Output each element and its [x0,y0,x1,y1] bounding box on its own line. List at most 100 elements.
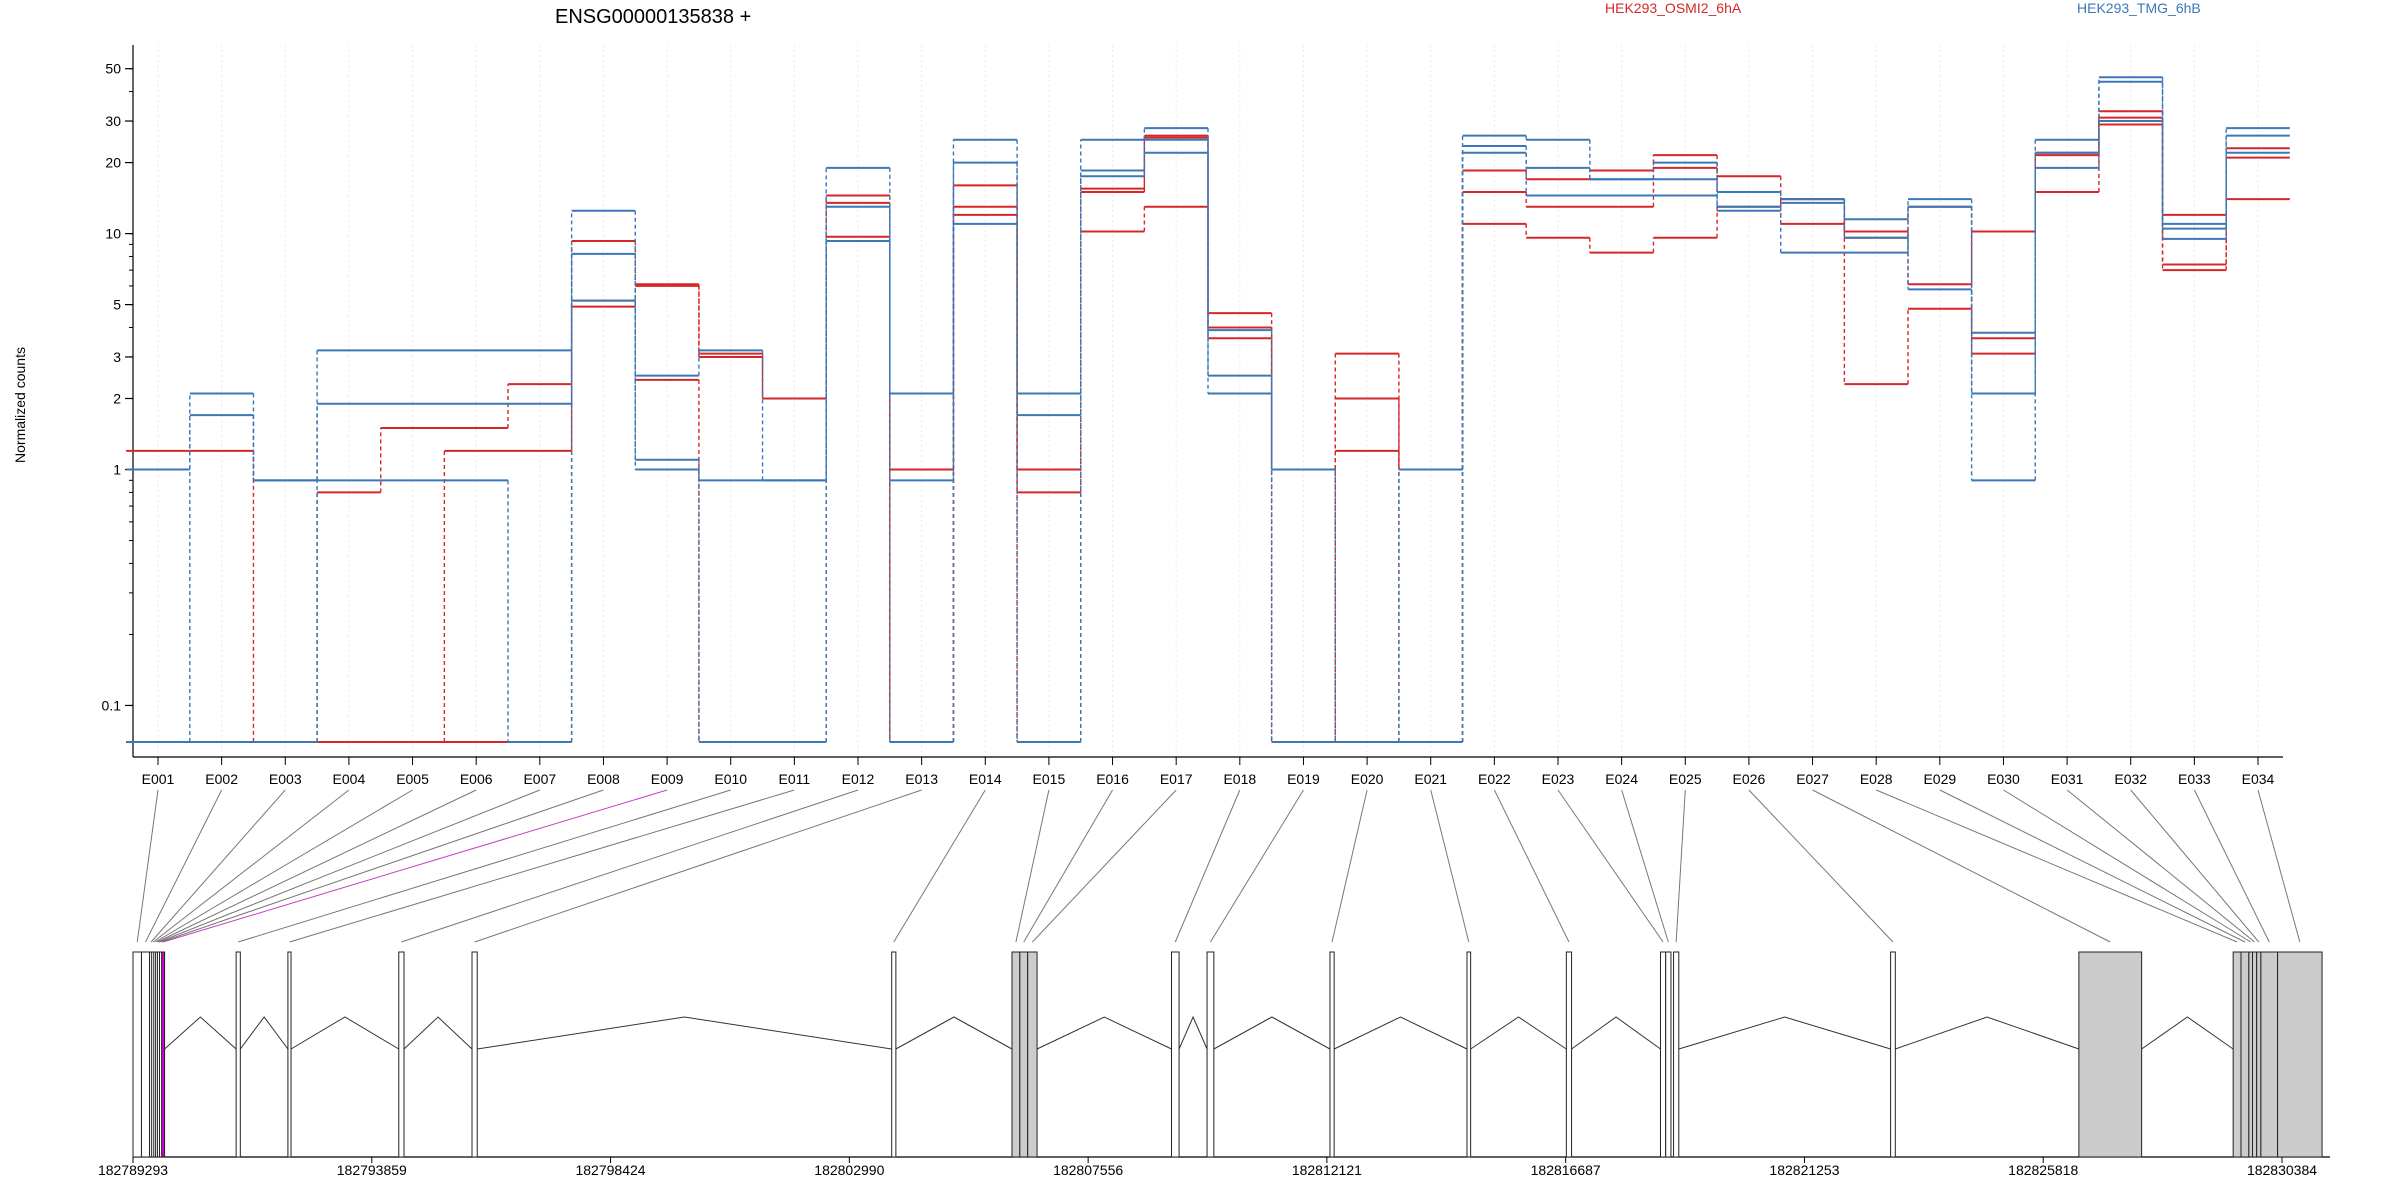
x-tick-label: E007 [523,771,556,787]
exon-box [161,951,166,1158]
genomic-tick-label: 182816687 [1531,1162,1601,1178]
exon-box [2277,951,2323,1158]
exon-box [2078,951,2143,1158]
exon-box [2232,951,2242,1158]
genomic-tick-label: 182812121 [1292,1162,1362,1178]
y-tick-label: 50 [105,61,121,77]
genomic-tick-label: 182821253 [1769,1162,1839,1178]
exon-box [891,951,897,1158]
x-tick-label: E030 [1987,771,2020,787]
exon-box [140,951,151,1158]
intron-line [1178,1015,1208,1050]
exon-box [132,951,142,1158]
x-tick-label: E018 [1223,771,1256,787]
exon-box [235,951,241,1158]
exon-box [1011,951,1021,1158]
y-tick-label: 20 [105,155,121,171]
exon-connector [156,789,477,943]
x-tick-label: E021 [1414,771,1447,787]
x-tick-label: E023 [1542,771,1575,787]
genomic-tick-label: 182807556 [1053,1162,1123,1178]
exon-connector [1174,789,1241,943]
exon-connector [401,789,859,943]
gene-model: 182789293 182793859 182798424 182802990 1828… [98,951,2330,1178]
axis-layer: 0.1 1 2 3 5 10 20 30 50 E001 E002 E003 E004 E005 E006 E… [102,45,2283,787]
exon-connector [1675,789,1686,943]
intron-line [477,1016,892,1050]
x-tick-label: E019 [1287,771,1320,787]
exon-connector [1621,789,1669,943]
genomic-tick-label: 182825818 [2008,1162,2078,1178]
x-tick-label: E033 [2178,771,2211,787]
exon-box [2252,951,2258,1158]
intron-line [1213,1016,1331,1050]
exon-connector [145,789,223,943]
intron-line [1470,1016,1567,1050]
exon-connector [1331,789,1368,943]
genomic-tick-label: 182798424 [575,1162,645,1178]
exon-connector [160,789,604,943]
exon-box [1027,951,1038,1158]
y-tick-label: 0.1 [102,697,122,713]
intron-line [895,1016,1013,1050]
x-tick-label: E001 [142,771,175,787]
series-group [126,120,2290,743]
x-tick-label: E010 [714,771,747,787]
x-tick-label: E012 [842,771,875,787]
exon-connector [2003,789,2251,943]
y-tick-label: 2 [113,390,121,406]
exon-connector [1210,789,1304,943]
x-tick-label: E015 [1033,771,1066,787]
genomic-tick-label: 182793859 [337,1162,407,1178]
exon-box [2256,951,2262,1158]
intron-line [239,1016,289,1050]
x-tick-label: E011 [779,771,811,787]
exon-connector [155,789,413,943]
x-tick-label: E016 [1096,771,1129,787]
exon-box [1329,951,1335,1158]
exon-box [1170,951,1180,1158]
x-tick-label: E008 [587,771,620,787]
exon-box [1890,951,1896,1158]
x-tick-label: E032 [2114,771,2147,787]
series-layer [126,76,2290,743]
exon-box [1206,951,1215,1158]
exon-connector [1748,789,1894,943]
x-tick-label: E013 [905,771,938,787]
y-axis-label: Normalized counts [12,347,28,463]
intron-line [1678,1016,1891,1050]
exon-connector [150,789,286,943]
exon-box [398,951,405,1158]
intron-line [164,1016,237,1050]
intron-line [1571,1016,1661,1050]
y-tick-label: 1 [113,462,121,478]
exon-connector [1430,789,1470,943]
chart-title: ENSG00000135838 + [555,6,751,28]
x-tick-label: E017 [1160,771,1193,787]
x-tick-label: E029 [1923,771,1956,787]
x-tick-label: E014 [969,771,1002,787]
exon-connector [152,789,350,943]
exon-connector [1493,789,1570,943]
exon-connector [162,789,668,943]
exon-connector [1015,789,1050,943]
exon-box [2248,951,2254,1158]
exon-box [1659,951,1667,1158]
genomic-tick-label: 182802990 [814,1162,884,1178]
y-tick-label: 5 [113,297,121,313]
exon-connector [2257,789,2301,943]
x-tick-label: E003 [269,771,302,787]
x-tick-label: E028 [1860,771,1893,787]
exon-box [2240,951,2250,1158]
x-tick-label: E024 [1605,771,1638,787]
grid-layer [157,45,2259,757]
y-tick-label: 10 [105,226,121,242]
exon-connector [1875,789,2238,943]
exon-box [287,951,292,1158]
exon-connector [158,789,541,943]
x-tick-label: E002 [205,771,238,787]
intron-line [1333,1016,1468,1050]
x-tick-label: E005 [396,771,429,787]
